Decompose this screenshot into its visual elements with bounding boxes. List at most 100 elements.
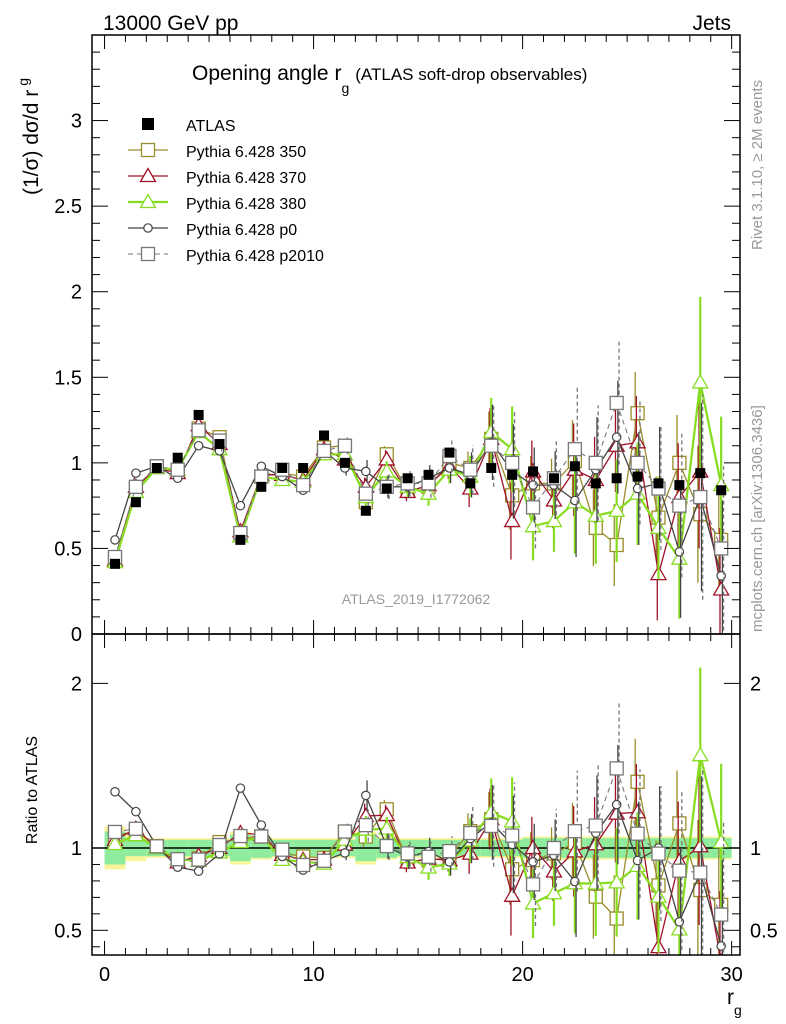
plot-title-suffix: (ATLAS soft-drop observables) [355,65,587,84]
main-plot: 0 0.5 1 1.5 2 2.5 3 [54,34,741,646]
series-point [340,848,350,858]
legend: ATLAS Pythia 6.428 350 Pythia 6.428 370 Pyt… [128,118,324,265]
y-tick-label: 0 [71,624,82,646]
series-line [114,413,722,559]
series-point [524,839,542,855]
x-tick-label: 30 [721,964,743,986]
series-point [587,507,605,523]
series-point [691,373,709,389]
series-point [191,423,206,438]
legend-label-data: ATLAS [186,118,236,135]
data-point [381,483,392,494]
series-point [295,477,311,493]
series-point [128,821,144,836]
series-point [131,468,141,478]
series-point [193,440,204,451]
data-point [277,462,288,473]
series-pythia-6-428-p0 [110,380,726,634]
ratio-plot: 0.5 0.5 1 1 2 2 [54,633,778,956]
data-point [695,468,706,479]
data-point [674,480,685,491]
rivet-version-label: Rivet 3.1.10, ≥ 2M events [749,80,766,250]
series-point [505,828,520,843]
series-point [649,887,668,903]
series-point [235,500,246,511]
series-point [256,820,267,830]
data-point [423,469,434,480]
legend-marker-data [142,118,154,130]
series-point [525,500,541,515]
series-point [672,455,687,471]
x-tick-label: 10 [302,964,324,986]
series-point [131,806,141,817]
ratio-frame [91,633,741,956]
legend-marker [140,142,156,158]
series-point [505,455,520,471]
series-point [337,438,353,453]
data-point [172,452,183,463]
series-point [503,512,521,528]
series-line [114,424,722,590]
y-tick-label: 3 [71,111,82,133]
series-point [525,877,541,892]
series-point [379,838,394,854]
x-axis-label-main: r [727,986,734,1009]
series-point [191,852,206,867]
data-point [590,478,601,489]
series-line [114,401,722,558]
series-point [670,549,689,565]
x-axis-label-sub: g [734,1002,742,1018]
y-tick-label: 2 [71,282,82,304]
series-point [649,519,668,535]
series-line [114,811,721,955]
data-point [151,462,162,473]
series-point [672,863,687,878]
series-point [482,423,500,439]
series-point [378,462,396,478]
series-point [128,479,144,494]
data-point [611,473,622,484]
y-tick-label: 1.5 [54,367,82,389]
header-process-label: Jets [692,12,731,35]
series-point [400,846,415,861]
legend-label: Pythia 6.428 370 [186,170,306,187]
data-point [360,505,371,516]
ratio-y-tick-label: 0.5 [54,920,82,942]
series-point [463,825,478,841]
legend-label: Pythia 6.428 p0 [186,222,297,239]
series-point [691,746,709,762]
series-point [567,824,583,839]
series-point [463,462,478,477]
series-point [630,826,645,841]
data-point [109,558,120,569]
series-point [419,484,438,500]
series-point [193,866,204,876]
ratio-series-group [106,667,730,955]
y-tick-label: 2.5 [54,196,82,218]
mcplots-label: mcplots.cern.ch [arXiv:1306.3436] [749,405,766,632]
series-point [545,512,563,528]
x-axis-label: rg [727,986,742,1018]
data-point [507,469,518,480]
series-point [693,865,708,880]
data-point [214,439,225,450]
series-point [361,466,371,477]
series-point [254,469,269,484]
data-point [235,534,246,545]
series-point [609,761,624,776]
series-point [484,438,499,453]
ratio-y-tick-label: 1 [71,838,82,860]
plot-title-sub: g [341,80,349,96]
series-point [110,786,120,797]
data-point [653,478,664,489]
series-point [712,833,730,849]
series-point [567,442,583,457]
plot-title-main: Opening angle r [192,62,341,85]
series-point [691,837,709,853]
series-point [170,852,185,867]
watermark: ATLAS_2019_I1772062 [342,591,491,607]
data-point [256,481,267,492]
data-point [632,471,643,482]
series-point [524,517,542,533]
series-point [358,817,373,833]
